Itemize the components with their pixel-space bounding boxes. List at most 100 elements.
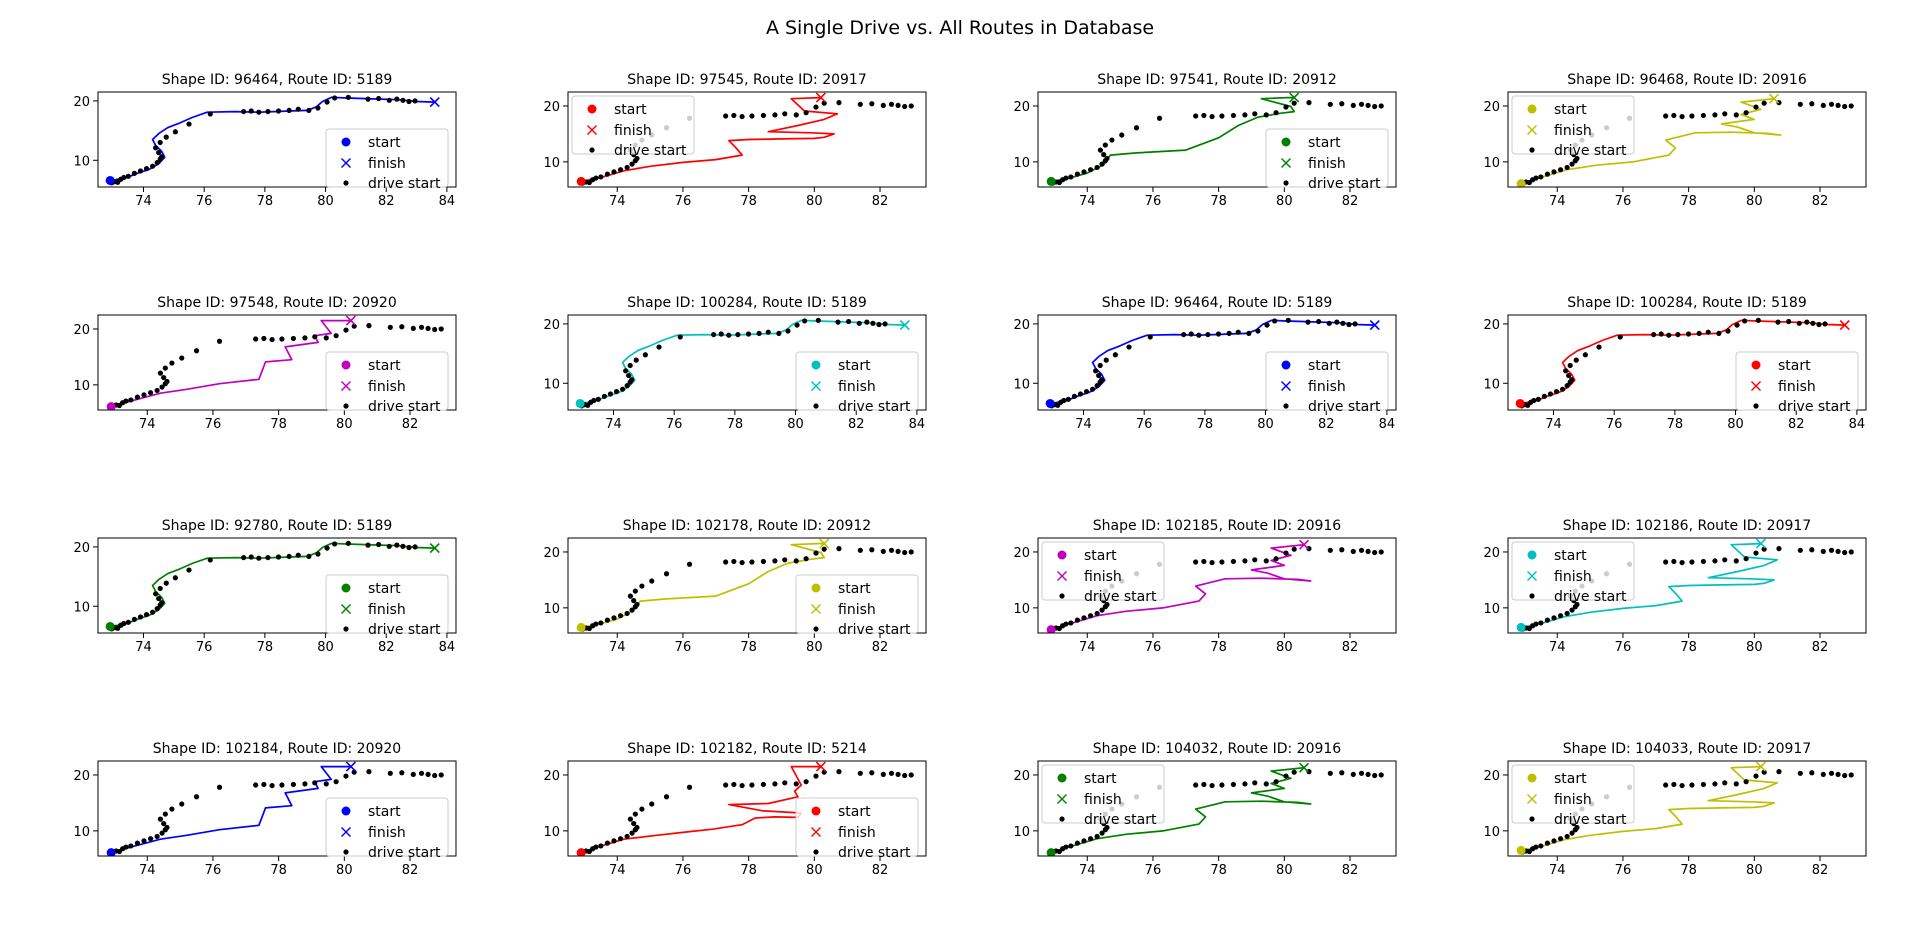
drive-start-point <box>739 559 745 566</box>
legend-label: finish <box>1308 156 1346 172</box>
drive-start-point <box>1663 782 1669 788</box>
subplot-grid: Shape ID: 96464, Route ID: 5189 74 76 78 80 8… <box>73 72 1867 878</box>
drive-start-point <box>193 348 200 354</box>
drive-start-point <box>1700 112 1707 119</box>
x-tick-label: 76 <box>675 194 692 209</box>
legend-label: start <box>614 102 647 118</box>
subplot-title: Shape ID: 102178, Route ID: 20912 <box>623 518 871 534</box>
legend: start finish drive start <box>795 351 919 415</box>
drive-start-point <box>256 109 262 115</box>
y-tick-label: 10 <box>543 377 560 392</box>
legend-label: drive start <box>1308 176 1381 192</box>
drive-start-point <box>745 331 752 337</box>
drive-start-point <box>888 101 895 107</box>
drive-start-point <box>1350 102 1356 109</box>
drive-start-point <box>1828 547 1835 553</box>
drive-start-point <box>869 101 875 107</box>
drive-start-point <box>815 317 821 323</box>
subplot: Shape ID: 97541, Route ID: 20912 74 76 78 80… <box>1013 72 1397 209</box>
legend-label: finish <box>368 602 406 618</box>
y-tick-label: 20 <box>73 323 90 338</box>
legend-start-marker <box>587 104 597 114</box>
drive-start-point <box>908 549 914 555</box>
legend-label: drive start <box>838 399 911 415</box>
drive-start-point <box>1339 770 1345 776</box>
finish-marker <box>815 761 826 772</box>
legend-label: start <box>838 358 871 374</box>
drive-start-point <box>656 344 662 350</box>
legend: start finish drive start <box>795 797 919 861</box>
legend-box <box>1041 764 1165 824</box>
drive-start-point <box>365 96 371 102</box>
drive-start-point <box>1326 320 1332 326</box>
drive-start-point <box>1071 393 1078 399</box>
drive-start-point <box>1065 396 1071 402</box>
start-marker <box>1045 398 1055 408</box>
drive-start-point <box>735 331 741 338</box>
drive-start-point <box>150 163 156 169</box>
drive-start-point <box>1564 833 1570 840</box>
drive-start-point <box>1112 352 1118 358</box>
y-tick-label: 10 <box>543 156 560 171</box>
subplot: Shape ID: 102184, Route ID: 20920 74 76 78 8… <box>73 741 457 878</box>
drive-start-point <box>302 781 308 787</box>
y-tick-label: 10 <box>1013 156 1030 171</box>
x-tick-label: 80 <box>336 863 353 878</box>
drive-start-point <box>432 326 438 333</box>
drive-start-point <box>1835 102 1841 109</box>
drive-start-point <box>410 771 416 778</box>
drive-start-point <box>1193 782 1199 788</box>
drive-start-point <box>623 368 629 374</box>
y-tick-label: 10 <box>73 600 90 615</box>
drive-start-point <box>869 547 875 553</box>
legend: start finish drive start <box>1511 541 1635 605</box>
drive-start-point <box>624 383 630 389</box>
drive-start-point <box>1104 155 1110 162</box>
drive-start-point <box>739 113 745 120</box>
x-tick-label: 80 <box>1276 640 1293 655</box>
drive-start-point <box>1804 319 1810 325</box>
drive-start-point <box>1567 362 1573 369</box>
drive-start-point <box>1365 548 1371 555</box>
drive-start-point <box>1761 100 1767 106</box>
x-tick-label: 74 <box>1549 194 1566 209</box>
route-line <box>580 96 839 183</box>
drive-start-point <box>1352 321 1358 327</box>
drive-start-point <box>1372 772 1378 779</box>
drive-start-point <box>256 555 262 561</box>
legend-start-marker <box>1527 773 1537 783</box>
drive-start-point <box>306 107 312 114</box>
drive-start-point <box>1209 559 1215 566</box>
drive-start-point <box>1099 607 1105 613</box>
drive-start-point <box>1099 377 1105 383</box>
drive-start-point <box>1753 550 1759 556</box>
drive-start-point <box>1666 332 1672 338</box>
drive-start-point <box>1094 610 1100 617</box>
x-tick-label: 82 <box>1812 640 1829 655</box>
legend-finish-marker <box>1751 381 1761 391</box>
drive-start-point <box>1569 377 1575 383</box>
drive-start-point <box>793 781 799 787</box>
drive-start-point <box>121 174 127 181</box>
subplot: Shape ID: 100284, Route ID: 5189 74 76 78 80… <box>543 295 927 432</box>
drive-start-point <box>835 319 841 325</box>
start-marker <box>576 848 586 856</box>
drive-start-point <box>1365 102 1371 109</box>
subplot-title: Shape ID: 102182, Route ID: 5214 <box>627 741 867 757</box>
subplot: Shape ID: 92780, Route ID: 5189 74 76 78 80 8… <box>73 518 457 655</box>
drive-start-point <box>1531 397 1537 404</box>
y-tick-label: 20 <box>543 546 560 561</box>
drive-start-point <box>410 325 416 332</box>
drive-start-point <box>386 97 392 103</box>
x-tick-label: 78 <box>270 417 287 432</box>
legend-finish-marker <box>341 381 351 391</box>
x-tick-label: 76 <box>205 417 222 432</box>
drive-start-point <box>1087 613 1094 619</box>
drive-start-point <box>895 102 901 109</box>
drive-start-point <box>604 840 611 846</box>
drive-start-point <box>593 175 599 181</box>
drive-start-point <box>1544 617 1551 623</box>
drive-start-point <box>772 781 778 787</box>
drive-start-point <box>772 112 778 118</box>
x-tick-label: 82 <box>872 194 889 209</box>
